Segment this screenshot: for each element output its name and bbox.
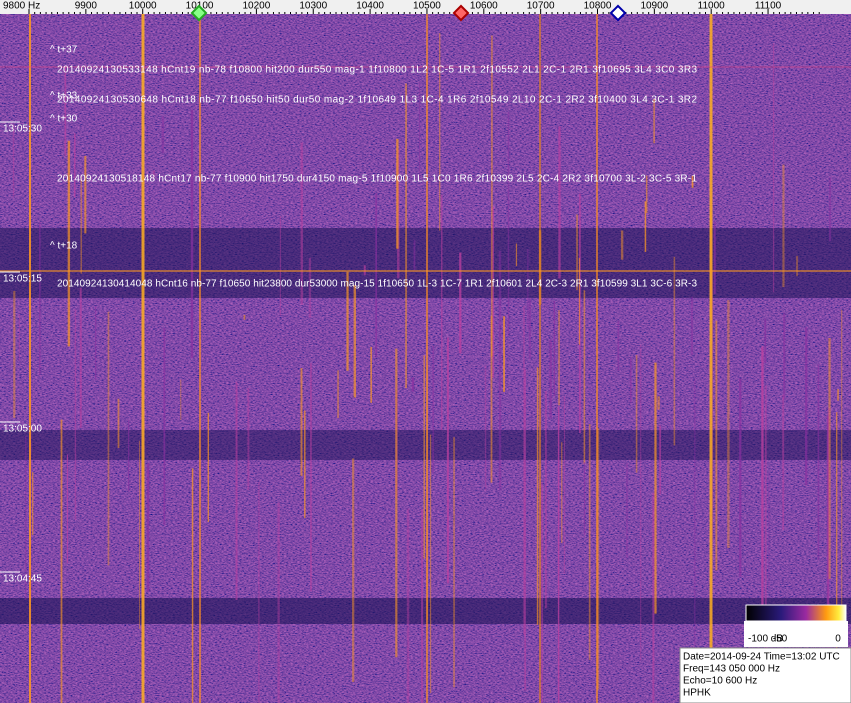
time-label: 13:05:30 [3, 124, 42, 135]
color-bar [745, 604, 847, 622]
frequency-label: 10200 [242, 1, 270, 12]
frequency-label: 10000 [129, 1, 157, 12]
color-scale-label: -100 dB [748, 634, 783, 645]
frequency-label: 11000 [698, 1, 726, 12]
frequency-label: 10600 [470, 1, 498, 12]
color-bar-labels-bg [744, 621, 848, 647]
overlay-text: ^ t+18 [50, 241, 78, 252]
frequency-label: 10900 [640, 1, 668, 12]
info-line: Date=2014-09-24 Time=13:02 UTC [683, 652, 840, 663]
overlay-text: ^ t+33 [50, 91, 78, 102]
info-line: Echo=10 600 Hz [683, 676, 757, 687]
overlay-text: 20140924130533148 hCnt19 nb-78 f10800 hi… [57, 65, 697, 76]
frequency-label: 9800 Hz [3, 1, 40, 12]
time-label: 13:04:45 [3, 574, 42, 585]
info-line: Freq=143 050 000 Hz [683, 664, 780, 675]
dark-band [0, 430, 851, 460]
frequency-label: 10700 [527, 1, 555, 12]
frequency-label: 9900 [75, 1, 98, 12]
frequency-axis [0, 0, 851, 14]
info-box [679, 647, 851, 703]
frequency-label: 10300 [299, 1, 327, 12]
frequency-label: 10800 [584, 1, 612, 12]
overlay-text: ^ t+37 [50, 45, 78, 56]
overlay-text: 20140924130414048 hCnt16 nb-77 f10650 hi… [57, 279, 697, 290]
overlay-text: 20140924130530648 hCnt18 nb-77 f10650 hi… [57, 95, 697, 106]
overlay-text: ^ t+30 [50, 114, 78, 125]
marker [452, 4, 470, 22]
frequency-label: 10500 [413, 1, 441, 12]
overlay-text: 20140924130518148 hCnt17 nb-77 f10900 hi… [57, 174, 697, 185]
frequency-label: 10400 [356, 1, 384, 12]
time-label: 13:05:15 [3, 274, 42, 285]
color-scale-label: -50 [773, 634, 788, 645]
marker [609, 4, 627, 22]
dark-band [0, 598, 851, 624]
info-line: HPHK [683, 688, 711, 699]
marker [190, 4, 208, 22]
frequency-label: 11100 [755, 1, 782, 12]
color-scale-label: 0 [835, 634, 841, 645]
time-label: 13:05:00 [3, 424, 42, 435]
